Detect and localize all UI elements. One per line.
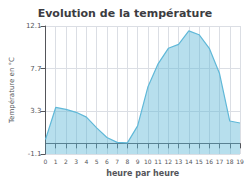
- svg-text:Evolution de la température: Evolution de la température: [38, 7, 213, 20]
- svg-text:heure par heure: heure par heure: [106, 169, 180, 178]
- svg-text:12.1: 12.1: [26, 22, 42, 30]
- svg-text:18: 18: [226, 158, 234, 165]
- svg-text:6: 6: [105, 158, 109, 165]
- svg-text:13: 13: [175, 158, 183, 165]
- svg-text:4: 4: [85, 158, 89, 165]
- svg-text:5: 5: [95, 158, 99, 165]
- svg-text:19: 19: [236, 158, 244, 165]
- svg-text:0: 0: [44, 158, 48, 165]
- svg-text:12: 12: [165, 158, 173, 165]
- svg-text:15: 15: [195, 158, 203, 165]
- svg-text:11: 11: [154, 158, 162, 165]
- svg-text:1: 1: [54, 158, 58, 165]
- svg-text:7: 7: [115, 158, 119, 165]
- svg-text:3: 3: [74, 158, 78, 165]
- svg-text:14: 14: [185, 158, 193, 165]
- svg-text:17: 17: [216, 158, 224, 165]
- svg-text:10: 10: [144, 158, 152, 165]
- svg-text:7.7: 7.7: [30, 65, 41, 73]
- svg-text:9: 9: [136, 158, 140, 165]
- svg-text:Température en °C: Température en °C: [8, 57, 16, 124]
- svg-text:2: 2: [64, 158, 68, 165]
- svg-text:3.3: 3.3: [30, 107, 41, 115]
- svg-text:8: 8: [125, 158, 129, 165]
- svg-text:-1.1: -1.1: [28, 150, 42, 158]
- svg-text:16: 16: [205, 158, 213, 165]
